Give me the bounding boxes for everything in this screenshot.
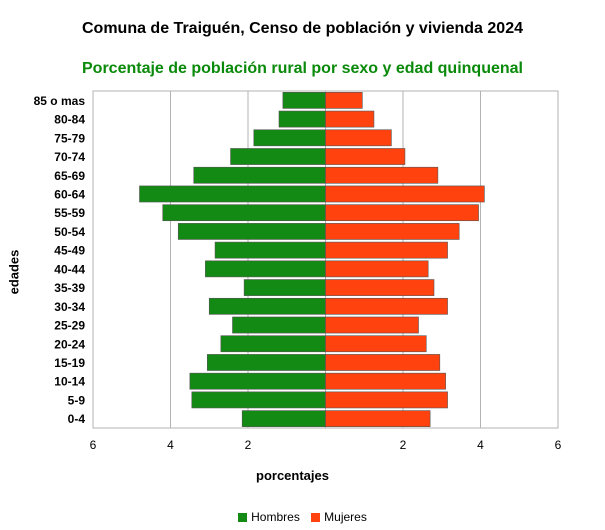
legend-item-mujeres: Mujeres	[311, 510, 367, 524]
x-tick-label: 6	[90, 438, 97, 452]
bar-mujeres	[325, 335, 427, 353]
bar-hombres	[177, 223, 326, 240]
bar-hombres	[207, 354, 326, 371]
bar-hombres	[232, 316, 326, 334]
bar-mujeres	[325, 410, 431, 427]
bar-mujeres	[325, 297, 448, 315]
legend-label-hombres: Hombres	[251, 510, 300, 524]
bar-hombres	[139, 185, 326, 203]
bar-hombres	[205, 260, 326, 278]
x-tick-label: 4	[167, 438, 174, 452]
y-tick-label: 60-64	[54, 187, 85, 201]
bar-mujeres	[325, 129, 392, 147]
bar-mujeres	[325, 241, 448, 259]
bar-mujeres	[325, 110, 375, 128]
legend-swatch-mujeres	[311, 512, 321, 522]
y-tick-label: 80-84	[54, 113, 85, 127]
chart-subtitle: Porcentaje de población rural por sexo y…	[82, 60, 523, 77]
bar-mujeres	[325, 92, 363, 109]
x-tick-label: 2	[245, 438, 252, 452]
y-tick-label: 10-14	[54, 375, 85, 389]
bar-mujeres	[325, 372, 446, 390]
bar-mujeres	[325, 279, 435, 296]
bar-hombres	[230, 148, 326, 165]
bar-mujeres	[325, 148, 406, 165]
bar-hombres	[214, 241, 326, 259]
y-tick-label: 75-79	[54, 131, 85, 145]
y-tick-label: 55-59	[54, 206, 85, 220]
bar-hombres	[189, 372, 326, 390]
y-tick-label: 35-39	[54, 281, 85, 295]
bar-hombres	[253, 129, 326, 147]
bar-hombres	[191, 391, 326, 409]
x-axis-label: porcentajes	[256, 468, 329, 483]
y-tick-label: 85 o mas	[34, 94, 86, 108]
y-tick-label: 65-69	[54, 169, 85, 183]
bar-hombres	[241, 410, 326, 427]
bar-mujeres	[325, 166, 439, 184]
legend-label-mujeres: Mujeres	[324, 510, 367, 524]
y-tick-label: 20-24	[54, 337, 85, 351]
bar-hombres	[193, 166, 326, 184]
y-tick-label: 15-19	[54, 356, 85, 370]
plot-frame	[92, 90, 559, 429]
bar-hombres	[220, 335, 326, 353]
x-tick-label: 4	[477, 438, 484, 452]
bar-mujeres	[325, 391, 448, 409]
legend-item-hombres: Hombres	[238, 510, 300, 524]
x-tick-label: 6	[555, 438, 562, 452]
y-tick-label: 25-29	[54, 319, 85, 333]
bar-mujeres	[325, 223, 460, 240]
chart-title: Comuna de Traiguén, Censo de población y…	[81, 20, 523, 37]
bar-mujeres	[325, 260, 429, 278]
bar-mujeres	[325, 316, 419, 334]
bar-hombres	[208, 297, 326, 315]
bar-mujeres	[325, 185, 485, 203]
bar-hombres	[243, 279, 326, 296]
y-tick-label: 0-4	[68, 412, 86, 426]
y-tick-label: 5-9	[68, 393, 86, 407]
bar-hombres	[278, 110, 326, 128]
bar-hombres	[282, 92, 326, 109]
x-tick-label: 2	[400, 438, 407, 452]
bar-hombres	[162, 204, 326, 222]
bar-mujeres	[325, 354, 441, 371]
legend-swatch-hombres	[238, 512, 248, 522]
y-tick-label: 70-74	[54, 150, 85, 164]
bar-mujeres	[325, 204, 479, 222]
legend: Hombres Mujeres	[0, 510, 605, 525]
y-tick-label: 45-49	[54, 244, 85, 258]
y-tick-label: 40-44	[54, 262, 85, 276]
y-tick-label: 50-54	[54, 225, 85, 239]
y-tick-label: 30-34	[54, 300, 85, 314]
